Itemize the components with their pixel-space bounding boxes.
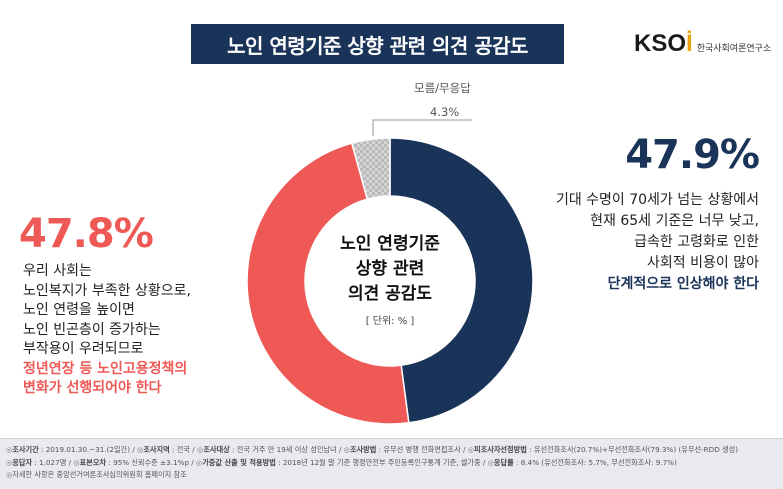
center-line: 의견 공감도 [347, 284, 433, 304]
raise-line: 사회적 비용이 많아 [647, 255, 759, 271]
oppose-emphasis: 정년연장 등 노인고용정책의 [23, 360, 188, 377]
donut-center-title: 노인 연령기준 상향 관련 의견 공감도 [300, 232, 480, 307]
oppose-percentage: 47.8% [19, 211, 154, 257]
raise-percentage: 47.9% [625, 132, 760, 178]
donut-slice-unknown [350, 137, 391, 201]
raise-description: 기대 수명이 70세가 넘는 상황에서 현재 65세 기준은 너무 낮고, 급속… [499, 190, 759, 295]
donut-slice-raise [389, 137, 534, 424]
unknown-value: 4.3% [430, 105, 460, 119]
raise-emphasis: 단계적으로 인상해야 한다 [607, 276, 759, 292]
chart-title: 노인 연령기준 상향 관련 의견 공감도 [191, 24, 564, 64]
oppose-line: 노인 빈곤층이 증가하는 [23, 321, 161, 338]
donut-slice-oppose [246, 142, 410, 425]
center-line: 노인 연령기준 [340, 234, 440, 254]
footer-line-3: ◎자세한 사항은 중앙선거여론조사심의위원회 홈페이지 참조 [6, 470, 187, 479]
oppose-line: 노인복지가 부족한 상황으로, [23, 282, 191, 299]
raise-line: 현재 65세 기준은 너무 낮고, [590, 213, 759, 229]
raise-line: 급속한 고령화로 인한 [634, 234, 759, 250]
oppose-emphasis: 변화가 선행되어야 한다 [23, 380, 162, 396]
footer-line-1: ◎조사기간 : 2019.01.30.~31.(2일간) / ◎조사지역 : 전… [6, 445, 739, 454]
footer-line-2: ◎응답자 : 1,027명 / ◎표본오차 : 95% 신뢰수준 ±3.1%p … [6, 457, 677, 467]
raise-line: 기대 수명이 70세가 넘는 상황에서 [555, 192, 759, 208]
survey-footer: ◎조사기간 : 2019.01.30.~31.(2일간) / ◎조사지역 : 전… [0, 438, 783, 489]
donut-chart [246, 119, 534, 425]
oppose-description: 우리 사회는 노인복지가 부족한 상황으로, 노인 연령을 높이면 노인 빈곤층… [23, 262, 243, 399]
center-line: 상향 관련 [355, 259, 425, 279]
unit-label: [ 단위: % ] [365, 316, 415, 327]
logo-subtitle: 한국사회여론연구소 [696, 43, 772, 54]
logo-mark: KSOİ [634, 30, 693, 57]
oppose-line: 우리 사회는 [23, 263, 92, 279]
oppose-line: 부작용이 우려되므로 [23, 341, 144, 357]
ksoi-logo: KSOİ 한국사회여론연구소 [634, 30, 771, 58]
leader-line-unknown [372, 119, 472, 136]
oppose-line: 노인 연령을 높이면 [23, 302, 135, 318]
unknown-label: 모름/무응답 [414, 81, 471, 95]
